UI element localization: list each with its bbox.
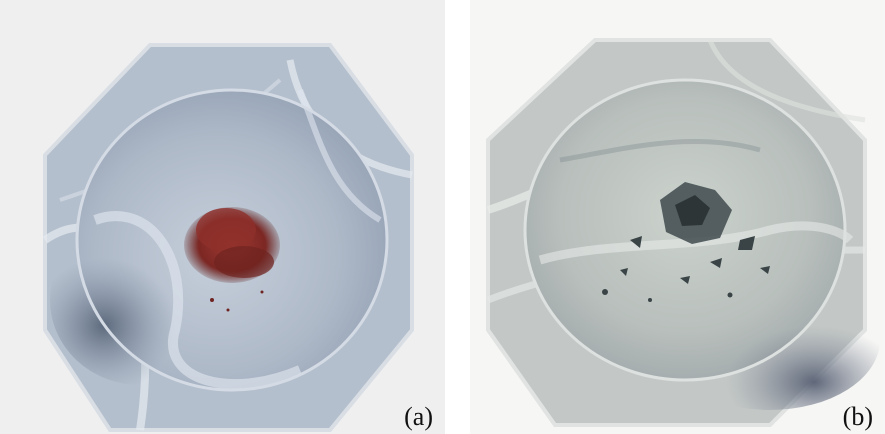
photo-mortar-red-powder: [0, 0, 445, 434]
panel-label-b: (b): [842, 402, 873, 431]
panel-label-a: (a): [404, 402, 433, 431]
panel-b: (b): [470, 0, 885, 434]
panel-a: (a): [0, 0, 445, 434]
photo-mortar-dark-flakes: [470, 0, 885, 434]
dark-flake-sample: [602, 182, 770, 302]
